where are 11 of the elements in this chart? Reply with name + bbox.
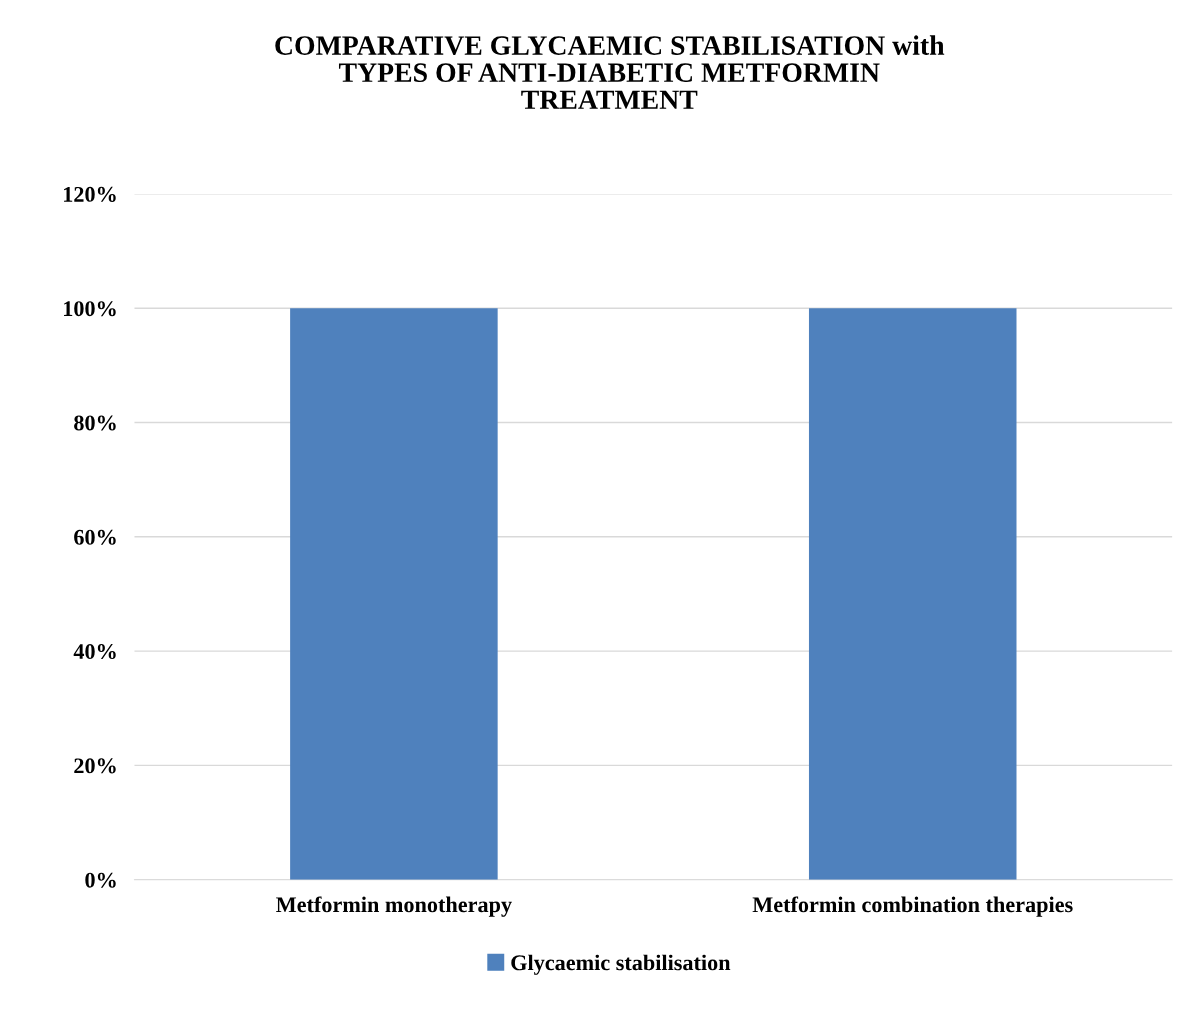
x-tick-label: Metformin monotherapy <box>276 896 512 917</box>
y-tick-label: 0% <box>85 872 116 888</box>
y-tick-label: 80% <box>74 415 116 431</box>
y-tick-label: 20% <box>74 758 116 774</box>
chart-title: COMPARATIVE GLYCAEMIC STABILISATION with TYPES OF ANTI-DIABETIC METFORMIN TREATMENT <box>275 35 945 109</box>
y-tick-label: 120% <box>64 186 116 202</box>
y-tick-label: 100% <box>64 301 116 317</box>
y-tick-label: 60% <box>74 529 116 545</box>
legend-label: Glycaemic stabilisation <box>511 954 731 975</box>
y-tick-label: 40% <box>73 644 116 660</box>
x-tick-label: Metformin combination therapies <box>752 896 1073 917</box>
